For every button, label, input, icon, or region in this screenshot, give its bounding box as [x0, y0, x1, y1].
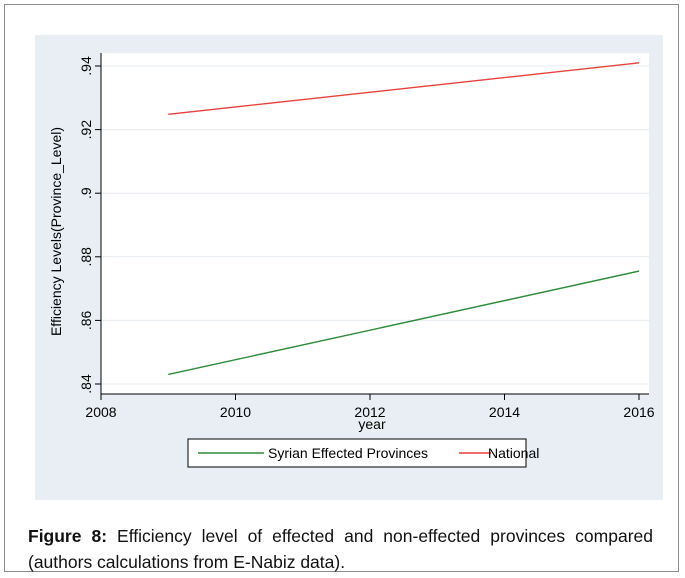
x-tick-label-0: 2008 — [85, 404, 116, 420]
y-tick-label-0: .84 — [78, 374, 94, 394]
x-tick-label-3: 2014 — [489, 404, 520, 420]
y-tick-label-1: .86 — [78, 310, 94, 330]
y-tick-label-5: .94 — [78, 56, 94, 76]
line-chart: .84 .86 .88 .9 .92 .94 2008 2010 2012 2014 2016 yea… — [48, 53, 655, 468]
x-tick-label-1: 2010 — [220, 404, 251, 420]
figure-label: Figure 8: — [28, 526, 108, 546]
y-tick-label-4: .92 — [78, 120, 94, 140]
y-tick-label-3: .9 — [78, 187, 94, 199]
figure-caption-text: Efficiency level of effected and non-eff… — [28, 526, 653, 572]
legend-label-1: National — [488, 445, 539, 461]
plot-area — [101, 53, 649, 394]
y-tick-label-2: .88 — [78, 247, 94, 267]
series-line-0 — [168, 270, 640, 376]
chart-panel: .84 .86 .88 .9 .92 .94 2008 2010 2012 2014 2016 yea… — [35, 35, 663, 500]
figure-caption: Figure 8: Efficiency level of effected a… — [28, 523, 653, 575]
x-tick-label-4: 2016 — [623, 404, 654, 420]
figure-frame: .84 .86 .88 .9 .92 .94 2008 2010 2012 2014 2016 yea… — [4, 4, 679, 572]
series-line-1 — [168, 62, 640, 116]
x-tick-label-2: 2012 — [354, 404, 385, 420]
x-axis-title: year — [358, 416, 386, 432]
y-axis-title: Efficiency Levels(Province_Level) — [48, 127, 64, 336]
legend-label-0: Syrian Effected Provinces — [268, 445, 428, 461]
